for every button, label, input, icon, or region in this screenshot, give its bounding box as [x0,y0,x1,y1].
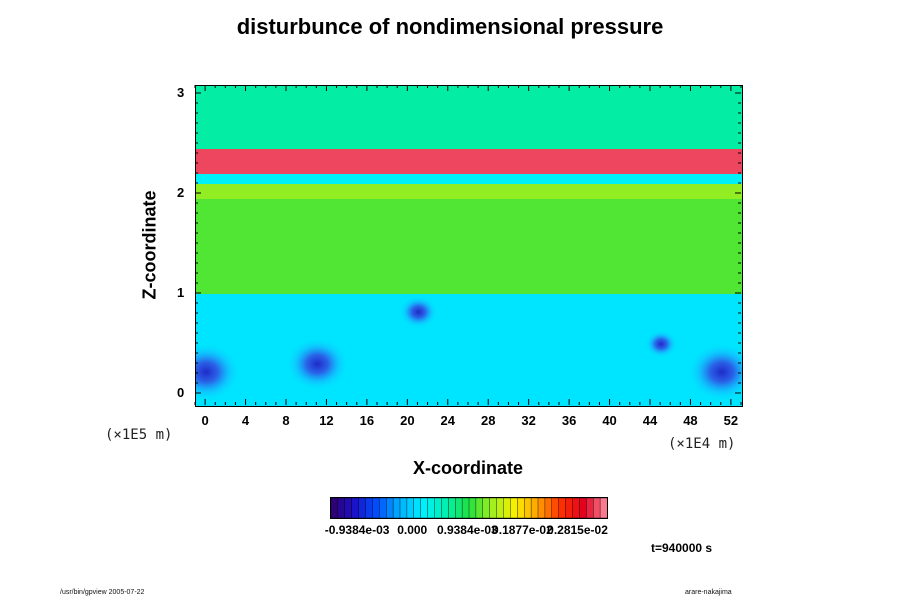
x-tick-label-1: 4 [241,413,250,428]
colorbar-cell-6 [372,498,380,518]
colorbar-cell-12 [413,498,422,518]
colorbar-cell-10 [399,498,408,518]
colorbar-cell-20 [468,498,477,518]
colorbar-cell-37 [586,498,594,518]
colorbar-cell-31 [544,498,553,518]
x-tick-label-4: 16 [359,413,375,428]
x-tick-label-0: 0 [201,413,209,428]
colorbar-cell-17 [448,498,456,518]
x-tick-label-13: 52 [723,413,739,428]
y-tick-label-0: 0 [177,385,185,400]
pressure-minimum-1 [286,337,349,391]
y-tick-label-1: 1 [177,285,185,300]
colorbar-cell-36 [579,498,587,518]
pressure-band-3 [196,174,742,184]
pressure-minimum-0 [196,343,241,401]
pressure-band-1 [196,199,742,294]
colorbar-cell-22 [482,498,491,518]
colorbar-label-3: 0.1877e-02 [492,523,553,537]
colorbar-cell-11 [406,498,415,518]
colorbar-cell-35 [572,498,580,518]
pressure-minimum-3 [645,330,678,358]
x-tick-label-11: 44 [642,413,658,428]
x-axis-label: X-coordinate [412,458,524,478]
pressure-band-2 [196,184,742,199]
time-label: t=940000 s [651,541,713,555]
colorbar-cell-38 [593,498,601,518]
colorbar-cell-25 [503,498,511,518]
colorbar-cell-33 [558,498,567,518]
colorbar [330,497,608,519]
footer-right: arare-nakajima [685,589,732,596]
colorbar-cell-2 [344,498,353,518]
heatmap-canvas [196,86,742,406]
pressure-band-4 [196,149,742,174]
colorbar-cell-0 [331,498,339,518]
x-tick-label-10: 40 [602,413,617,428]
colorbar-cell-28 [523,498,532,518]
pressure-minimum-4 [687,343,742,401]
x-tick-label-12: 48 [683,413,698,428]
colorbar-cell-13 [420,498,429,518]
colorbar-cell-30 [537,498,546,518]
colorbar-cell-32 [551,498,560,518]
colorbar-cell-34 [565,498,574,518]
x-tick-label-7: 28 [480,413,496,428]
colorbar-cell-23 [489,498,498,518]
colorbar-label-1: 0.000 [397,523,428,537]
colorbar-cell-15 [434,498,442,518]
colorbar-cell-18 [454,498,463,518]
colorbar-cell-14 [427,498,435,518]
x-tick-label-8: 32 [521,413,536,428]
colorbar-cell-26 [510,498,518,518]
colorbar-cell-9 [392,498,401,518]
colorbar-cell-21 [475,498,484,518]
chart-title: disturbunce of nondimensional pressure [236,14,664,39]
colorbar-label-4: 0.2815e-02 [547,523,608,537]
footer-left: /usr/bin/gpview 2005-07-22 [60,589,145,596]
colorbar-cell-29 [530,498,539,518]
plot-area [195,85,743,407]
colorbar-cell-39 [599,498,607,518]
x-unit-label: (×1E4 m) [668,436,736,452]
colorbar-cell-24 [496,498,505,518]
colorbar-cell-3 [351,498,360,518]
y-axis-label: Z-coordinate [139,190,160,300]
colorbar-label-2: 0.9384e-03 [436,523,498,537]
colorbar-cell-19 [461,498,470,518]
pressure-band-5 [196,86,742,149]
y-unit-label: (×1E5 m) [105,427,173,443]
x-tick-label-2: 8 [282,413,290,428]
x-tick-label-5: 20 [400,413,415,428]
colorbar-cell-5 [365,498,373,518]
x-tick-label-3: 12 [319,413,334,428]
x-tick-label-9: 36 [561,413,577,428]
colorbar-label-0: -0.9384e-03 [324,523,390,537]
y-tick-label-3: 3 [177,85,185,100]
colorbar-cell-16 [441,498,449,518]
y-tick-label-2: 2 [177,185,185,200]
colorbar-cell-4 [358,498,367,518]
colorbar-cell-7 [379,498,387,518]
colorbar-cell-27 [517,498,525,518]
colorbar-cell-1 [337,498,346,518]
x-tick-label-6: 24 [440,413,455,428]
pressure-minimum-2 [399,295,438,329]
colorbar-cell-8 [386,498,394,518]
